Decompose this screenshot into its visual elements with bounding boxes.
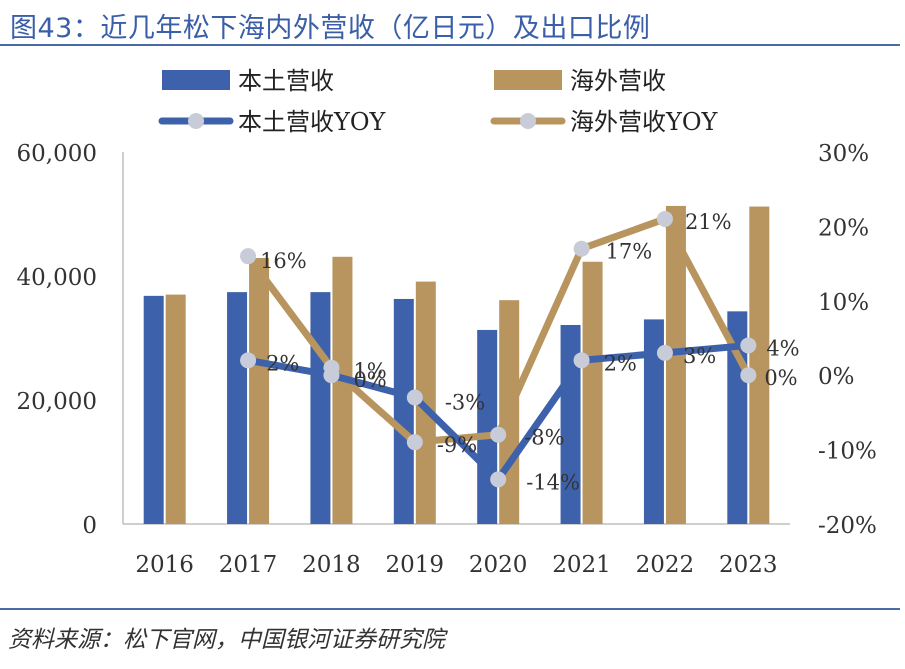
left-axis-tick-label: 40,000 xyxy=(17,265,97,291)
domestic-yoy-point xyxy=(656,344,673,361)
right-axis-tick-label: -10% xyxy=(818,439,877,465)
domestic-revenue-bar xyxy=(477,329,498,524)
overseas-yoy-point xyxy=(573,240,590,257)
overseas-revenue-bar xyxy=(165,294,186,524)
overseas-yoy-label: 0% xyxy=(764,366,797,390)
legend-swatch-bar xyxy=(494,70,562,90)
legend-label: 海外营收 xyxy=(570,67,666,95)
x-axis-tick-label: 2021 xyxy=(552,552,611,578)
domestic-yoy-label: 4% xyxy=(766,336,799,360)
overseas-yoy-label: 17% xyxy=(606,240,653,264)
chart-title: 图43：近几年松下海内外营收（亿日元）及出口比例 xyxy=(10,13,651,44)
domestic-yoy-label: 2% xyxy=(604,351,637,375)
data-labels: 2% 0% -3% -14% 2% 3% 4% 16% 1% -9% -8% 17% 21% 0% xyxy=(260,210,800,494)
domestic-revenue-bar xyxy=(310,292,331,524)
domestic-yoy-point xyxy=(240,352,257,369)
overseas-yoy-point xyxy=(240,248,257,265)
overseas-revenue-bar xyxy=(332,256,353,524)
domestic-revenue-bar xyxy=(143,295,164,524)
domestic-yoy-label: -3% xyxy=(445,391,485,415)
overseas-yoy-point xyxy=(656,210,673,227)
right-axis-tick-label: -20% xyxy=(818,513,877,539)
x-axis-tick-label: 2020 xyxy=(469,552,528,578)
overseas-yoy-point xyxy=(406,434,423,451)
overseas-yoy-label: 16% xyxy=(260,249,307,273)
overseas-revenue-bar xyxy=(249,258,270,524)
overseas-yoy-label: 1% xyxy=(353,359,386,383)
title-rule xyxy=(0,44,900,46)
x-axis-tick-label: 2016 xyxy=(135,552,194,578)
domestic-yoy-point xyxy=(406,389,423,406)
overseas-yoy-point xyxy=(740,367,757,384)
legend-swatch-bar xyxy=(162,70,230,90)
legend-swatch-marker xyxy=(520,113,536,129)
legend-label: 本土营收 xyxy=(238,67,334,95)
lines xyxy=(240,210,757,488)
overseas-yoy-label: 21% xyxy=(685,210,732,234)
right-axis-tick-label: 0% xyxy=(818,364,855,390)
x-axis-tick-label: 2023 xyxy=(719,552,778,578)
domestic-revenue-bar xyxy=(393,298,414,524)
left-axis-tick-label: 20,000 xyxy=(17,389,97,415)
right-axis-tick-label: 30% xyxy=(818,141,869,167)
left-axis-tick-label: 60,000 xyxy=(17,141,97,167)
overseas-revenue-bar xyxy=(582,261,603,524)
axes: 0 20,000 40,000 60,000 -20% -10% 0% 10% 20% 30% 20… xyxy=(17,141,877,578)
right-axis-tick-label: 10% xyxy=(818,290,869,316)
source-note: 资料来源：松下官网，中国银河证券研究院 xyxy=(8,627,445,653)
domestic-yoy-point xyxy=(740,337,757,354)
domestic-revenue-bar xyxy=(643,319,664,524)
overseas-yoy-label: -8% xyxy=(524,426,564,450)
x-axis-tick-label: 2018 xyxy=(302,552,361,578)
x-axis-tick-label: 2019 xyxy=(386,552,445,578)
legend-label: 海外营收YOY xyxy=(570,108,719,136)
overseas-yoy-point xyxy=(490,426,507,443)
domestic-yoy-label: 0% xyxy=(353,368,386,392)
overseas-yoy-label: -9% xyxy=(437,433,477,457)
domestic-yoy-label: 2% xyxy=(266,351,299,375)
domestic-yoy-point xyxy=(573,352,590,369)
overseas-revenue-bar xyxy=(665,205,686,524)
legend-swatch-marker xyxy=(188,113,204,129)
bars xyxy=(143,205,770,524)
x-axis-tick-label: 2017 xyxy=(219,552,278,578)
overseas-revenue-bar xyxy=(749,206,770,524)
domestic-yoy-point xyxy=(323,367,340,384)
domestic-revenue-bar xyxy=(227,292,248,524)
right-axis-tick-label: 20% xyxy=(818,215,869,241)
left-axis-tick-label: 0 xyxy=(82,513,97,539)
footer-rule xyxy=(0,608,900,610)
domestic-yoy-label: -14% xyxy=(526,470,580,494)
domestic-yoy-point xyxy=(490,471,507,488)
legend-label: 本土营收YOY xyxy=(238,108,387,136)
overseas-revenue-bar xyxy=(415,281,436,524)
x-axis-tick-label: 2022 xyxy=(636,552,695,578)
domestic-yoy-label: 3% xyxy=(683,344,716,368)
